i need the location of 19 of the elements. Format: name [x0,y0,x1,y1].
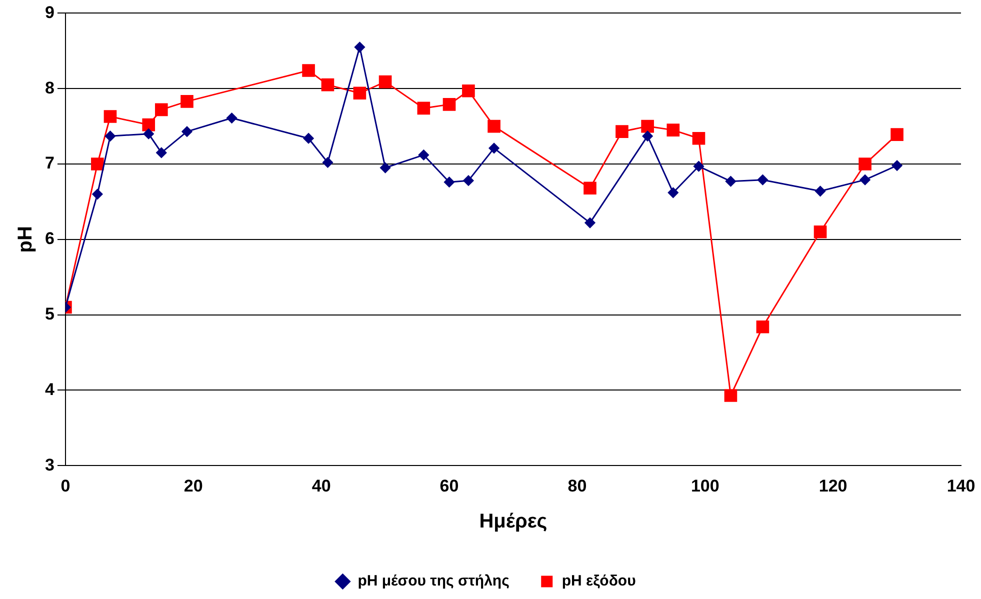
x-tick-label: 100 [690,476,720,496]
x-tick-label: 20 [184,476,203,496]
y-axis-title: pH [14,226,37,253]
x-axis-title: Ημέρες [479,510,548,533]
y-tick-label: 7 [44,154,54,173]
x-tick-label: 40 [312,476,331,496]
x-tick-label: 120 [818,476,848,496]
x-tick-label: 0 [60,476,70,496]
y-tick-label: 4 [44,380,55,399]
legend-label: pH εξόδου [562,572,636,590]
y-tick-label: 6 [44,229,54,248]
y-tick-label: 9 [44,2,54,22]
y-tick-label: 3 [44,455,54,474]
x-tick-label: 140 [946,476,976,496]
x-tick-label: 60 [440,476,459,496]
y-tick-label: 8 [44,78,54,98]
y-tick-label: 5 [44,304,54,324]
x-tick-label: 80 [568,476,587,496]
legend-label: pH μέσου της στήλης [358,572,510,590]
